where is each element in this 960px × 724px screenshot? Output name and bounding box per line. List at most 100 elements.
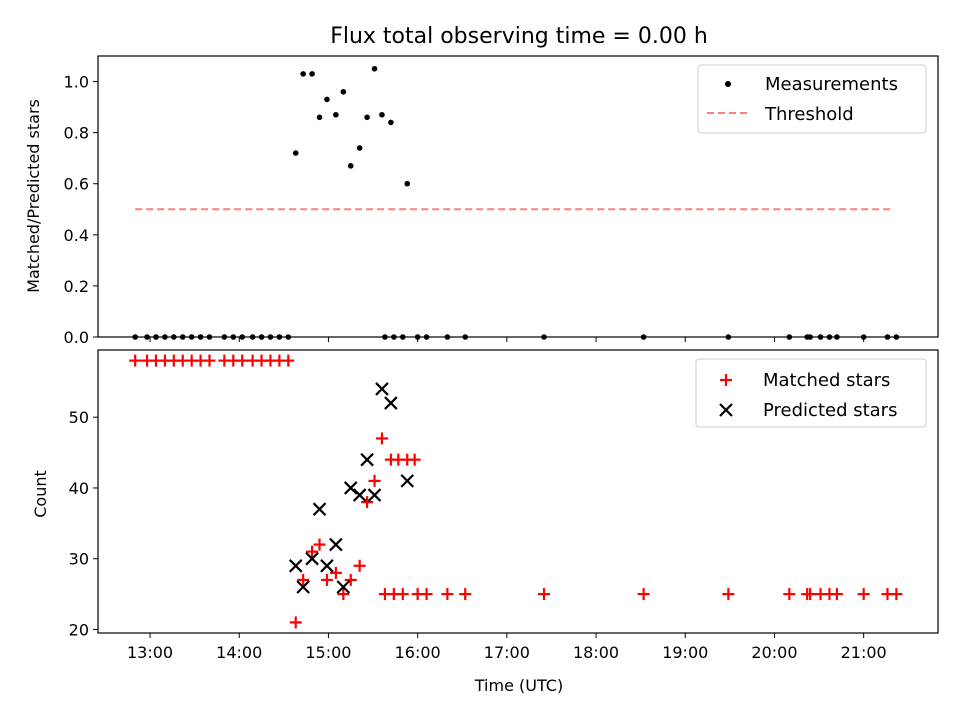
top-legend: Measurements Threshold [697,64,927,134]
x-tick-label: 15:00 [305,643,351,662]
bottom-y-tick-label: 50 [69,408,89,427]
predicted-star-point [375,382,389,396]
measurement-point [404,180,411,187]
bottom-panel: Count Time (UTC) 20 30 40 50 13:00 14:00 15:0… [31,349,939,695]
legend-predicted-label: Predicted stars [763,400,897,421]
legend-measurements-label: Measurements [765,74,898,95]
matched-star-point [538,588,551,601]
bottom-y-tick-labels: 20 30 40 50 [69,408,89,639]
legend-matched-marker [720,374,732,386]
matched-star-point [804,588,817,601]
measurement-point [364,114,370,121]
top-y-tick-label: 0.2 [64,277,89,296]
matched-star-point [353,559,366,572]
matched-star-point [368,474,381,487]
matched-star-point [313,538,326,551]
x-tick-label: 20:00 [751,643,797,662]
legend-threshold-label: Threshold [764,104,854,125]
measurement-point [316,114,323,121]
matched-star-point [236,354,249,367]
top-y-tick-label: 1.0 [64,73,89,92]
matched-star-point [297,573,310,586]
matched-star-point [375,432,388,445]
matched-star-point [830,588,843,601]
measurement-point [324,96,330,103]
bottom-axes-frame [97,349,939,634]
top-y-tick-label: 0.6 [64,175,89,194]
matched-star-point [441,588,454,601]
measurement-point [333,111,339,118]
matched-star-point [306,545,319,558]
bottom-y-tick-label: 20 [69,620,89,639]
matched-star-point [459,588,472,601]
bottom-plot-area [93,354,903,638]
matched-star-point [783,588,796,601]
x-tick-labels: 13:00 14:00 15:00 16:00 17:00 18:00 19:00 20:00… [127,643,887,662]
measurement-point [379,111,385,118]
predicted-star-point [296,580,310,594]
matched-star-point [337,588,350,601]
predicted-star-point [336,580,351,594]
x-tick-label: 13:00 [127,643,173,662]
top-panel: Flux total observing time = 0.00 h Match… [24,24,939,347]
predicted-star-point [312,502,327,516]
legend-measurements-marker [725,81,731,87]
matched-star-point [857,588,870,601]
x-tick-label: 16:00 [395,643,441,662]
x-tick-label: 14:00 [216,643,262,662]
measurement-point [300,71,306,77]
top-axes-frame [97,55,939,338]
predicted-star-point [305,551,319,566]
x-tick-label: 21:00 [841,643,887,662]
matched-star-point [329,566,342,579]
top-chart-title: Flux total observing time = 0.00 h [330,24,708,49]
predicted-star-point [384,396,398,410]
predicted-star-point [367,488,382,502]
measurement-point [371,65,378,72]
bottom-legend: Matched stars Predicted stars [695,358,927,428]
predicted-star-point [329,537,343,552]
bottom-y-tick-label: 30 [69,550,89,569]
measurement-point [292,150,299,156]
measurement-point [388,119,394,126]
bottom-y-tick-label: 40 [69,479,89,498]
bottom-y-axis-label: Count [31,470,50,518]
top-y-tick-label: 0.4 [64,226,89,245]
matched-star-point [420,588,433,601]
predicted-star-point [352,488,367,502]
matched-star-point [722,588,735,601]
top-y-tick-label: 0.0 [64,328,89,347]
bottom-legend-box [695,358,927,428]
top-legend-box [697,64,927,134]
matched-star-point [396,588,409,601]
measurement-point [347,163,354,169]
x-tick-label: 18:00 [573,643,619,662]
predicted-star-point [360,452,374,467]
matched-star-point [320,573,333,586]
top-y-axis-label: Matched/Predicted stars [24,99,43,293]
x-tick-label: 17:00 [484,643,530,662]
matched-star-point [361,496,374,509]
x-tick-label: 19:00 [662,643,708,662]
top-y-tick-labels: 0.0 0.2 0.4 0.6 0.8 1.0 [64,73,89,347]
matched-star-point [282,354,295,367]
measurement-point [356,145,363,151]
x-axis-label: Time (UTC) [474,676,563,695]
matched-star-point [289,616,302,629]
matched-star-point [890,588,903,601]
legend-matched-label: Matched stars [763,370,890,391]
matched-star-point [408,453,421,466]
top-y-tick-label: 0.8 [64,124,89,143]
measurement-point [340,88,347,95]
predicted-star-point [320,559,334,573]
predicted-star-point [288,559,303,573]
predicted-star-point [343,481,358,495]
measurement-point [309,71,315,77]
matched-star-point [203,354,216,367]
matched-star-point [129,354,142,367]
legend-predicted-marker [719,403,733,417]
matched-star-point [344,573,357,586]
matched-star-point [637,588,650,601]
predicted-star-point [400,474,415,488]
